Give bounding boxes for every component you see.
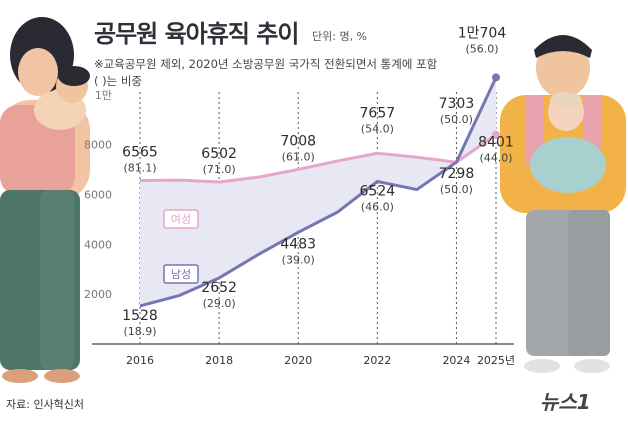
- note-line: ※교육공무원 제외, 2020년 소방공무원 국가직 전환되면서 통계에 포함: [94, 57, 438, 71]
- series-point-male: [492, 73, 500, 82]
- x-tick-label: 2022: [363, 354, 391, 367]
- series-point-female: [492, 130, 500, 139]
- legend-label: 남성: [171, 268, 191, 281]
- data-label-percent: (54.0): [361, 122, 394, 135]
- data-label-value: 2652: [201, 280, 237, 296]
- data-label-percent: (56.0): [465, 42, 498, 55]
- man-illustration: [500, 35, 626, 373]
- data-label-percent: (50.0): [440, 183, 473, 196]
- data-label-percent: (71.0): [203, 163, 236, 176]
- data-label-percent: (61.0): [282, 150, 315, 163]
- data-label-percent: (50.0): [440, 113, 473, 126]
- data-label-value: 1528: [122, 308, 158, 324]
- y-tick-label: 2000: [84, 288, 112, 301]
- series-line-female: [139, 133, 497, 184]
- x-tick-label: 2016: [126, 354, 154, 367]
- legend-label: 여성: [171, 213, 191, 226]
- note-line: ( )는 비중: [94, 74, 143, 88]
- x-tick-label: 2018: [205, 354, 233, 367]
- data-label-value: 4483: [280, 236, 316, 252]
- gap-area: [140, 77, 496, 306]
- news-logo: 뉴스1: [540, 390, 591, 414]
- data-label-value: 1만704: [458, 25, 507, 41]
- source-label: 자료: 인사혁신처: [6, 398, 85, 411]
- data-label-percent: (29.0): [203, 297, 236, 310]
- x-tick-label: 2020: [284, 354, 312, 367]
- data-label-percent: (39.0): [282, 253, 315, 266]
- woman-illustration: [0, 17, 90, 383]
- y-tick-label: 1만: [95, 89, 112, 102]
- y-tick-label: 4000: [84, 238, 112, 251]
- data-label-percent: (44.0): [479, 152, 512, 165]
- data-label-value: 6565: [122, 144, 158, 160]
- page-title: 공무원 육아휴직 추이: [94, 20, 299, 48]
- y-tick-label: 8000: [84, 139, 112, 152]
- data-label-value: 7298: [439, 166, 475, 182]
- data-label-value: 7008: [280, 133, 316, 149]
- data-label-value: 6524: [360, 183, 396, 199]
- data-label-percent: (46.0): [361, 200, 394, 213]
- x-tick-label: 2024: [442, 354, 470, 367]
- data-label-value: 7303: [439, 96, 475, 112]
- unit-label: 단위: 명, %: [312, 30, 368, 43]
- y-tick-label: 6000: [84, 189, 112, 202]
- data-label-value: 8401: [478, 135, 514, 151]
- legend-box: [163, 209, 199, 229]
- series-line-male: [139, 76, 498, 308]
- x-tick-label: 2025년: [477, 354, 515, 367]
- data-label-value: 6502: [201, 146, 237, 162]
- legend-box: [163, 264, 199, 284]
- data-label-value: 7657: [360, 105, 396, 121]
- data-label-percent: (81.1): [123, 161, 156, 174]
- data-label-percent: (18.9): [123, 325, 156, 338]
